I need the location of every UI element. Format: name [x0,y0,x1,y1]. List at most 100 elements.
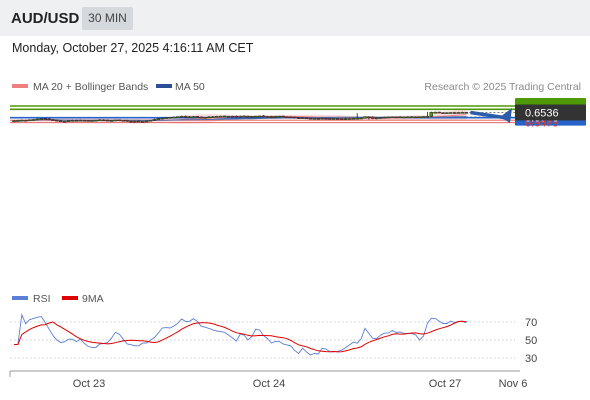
candle-body [164,117,168,119]
candle-body [226,115,231,118]
candle-body [20,119,24,122]
candle-body [195,116,200,118]
candle-body [347,118,352,120]
forecast-arrow [470,108,512,123]
candle-body [47,118,51,121]
candle-body [148,119,153,122]
candle-body [242,115,246,118]
candle-body [16,120,20,122]
candle-body [215,116,219,118]
candle-body [183,116,188,118]
candle-body [445,112,449,114]
candle-body [328,118,332,120]
candle-body [55,119,59,122]
candle-body [70,120,75,122]
candle-body [433,111,437,114]
candle-body [74,120,79,122]
candle-body [101,119,106,122]
candle-body [117,119,122,122]
rsi-panel: 70 50 30 [10,313,537,365]
candle-body [94,119,98,122]
candle-body [320,117,324,120]
candle-body [316,118,320,120]
rsi-ma-line [14,320,467,353]
candle-body [109,120,114,122]
candle-body [374,117,379,120]
candle-body [417,116,422,118]
candle-body [254,115,258,118]
candle-body [12,120,16,123]
candle-body [179,116,184,118]
candle-body [78,119,83,122]
candle-body [394,116,398,119]
candle-body [281,115,285,118]
candle-body [23,120,28,122]
candle-body [82,120,86,122]
candle-body [410,116,414,118]
candle-body [133,120,137,123]
candle-body [285,116,289,119]
candle-body [211,116,215,118]
candle-body [351,118,356,120]
candle-body [230,115,235,118]
candle-body [390,116,395,119]
symbol-label: AUD/USD [11,10,80,27]
candle-body [27,119,32,122]
candle-body [304,117,309,120]
candle-body [437,111,441,114]
candle-body [191,116,196,118]
candle-body [187,116,192,118]
candle-body [51,119,55,121]
candle-body [406,116,410,119]
candle-body [371,116,375,119]
candle-body [168,117,172,119]
candle-body [441,112,445,114]
candle-body [343,118,348,120]
timeframe-button[interactable]: 30 MIN [82,7,133,30]
candle-body [160,117,164,120]
candle-body [335,118,340,120]
candle-body [31,119,36,121]
candle-body [312,118,317,120]
candle-body [429,112,434,117]
bb-legend-swatch [12,84,28,88]
candle-body [386,116,391,119]
candle-body [355,117,359,120]
candle-body [293,116,297,119]
candle-body [378,117,383,119]
datetime-label: Monday, October 27, 2025 4:16:11 AM CET [12,41,254,55]
rsi-tick-label: 30 [525,353,537,365]
candle-body [144,120,149,123]
candle-body [425,116,430,118]
candle-body [140,121,145,123]
candle-body [176,116,180,118]
x-tick-label: Oct 23 [73,378,105,390]
candle-body [207,116,211,119]
x-tick-label: Oct 27 [429,378,461,390]
candle-body [367,116,371,118]
candle-body [449,112,453,114]
rsi-tick-label: 50 [525,335,537,347]
rsi-tick-label: 70 [525,317,537,329]
forecast-arrow-head [500,108,512,123]
candle-body [452,112,457,114]
candle-body [460,112,465,114]
candle-body [421,116,426,118]
rsi-ma-legend-swatch [62,296,78,300]
x-tick-label: Oct 24 [253,378,285,390]
candle-body [324,118,328,120]
candle-body [402,116,406,119]
candle-body [273,116,278,118]
candle-body [398,116,402,119]
candle-body [261,115,266,118]
candle-body [296,117,301,120]
rsi-legend-swatch [12,296,28,300]
candle-body [250,116,254,118]
candle-body [113,119,118,122]
candle-body [300,117,305,119]
candle-body [257,115,262,118]
candle-body [413,116,418,119]
candle-body [86,120,90,122]
